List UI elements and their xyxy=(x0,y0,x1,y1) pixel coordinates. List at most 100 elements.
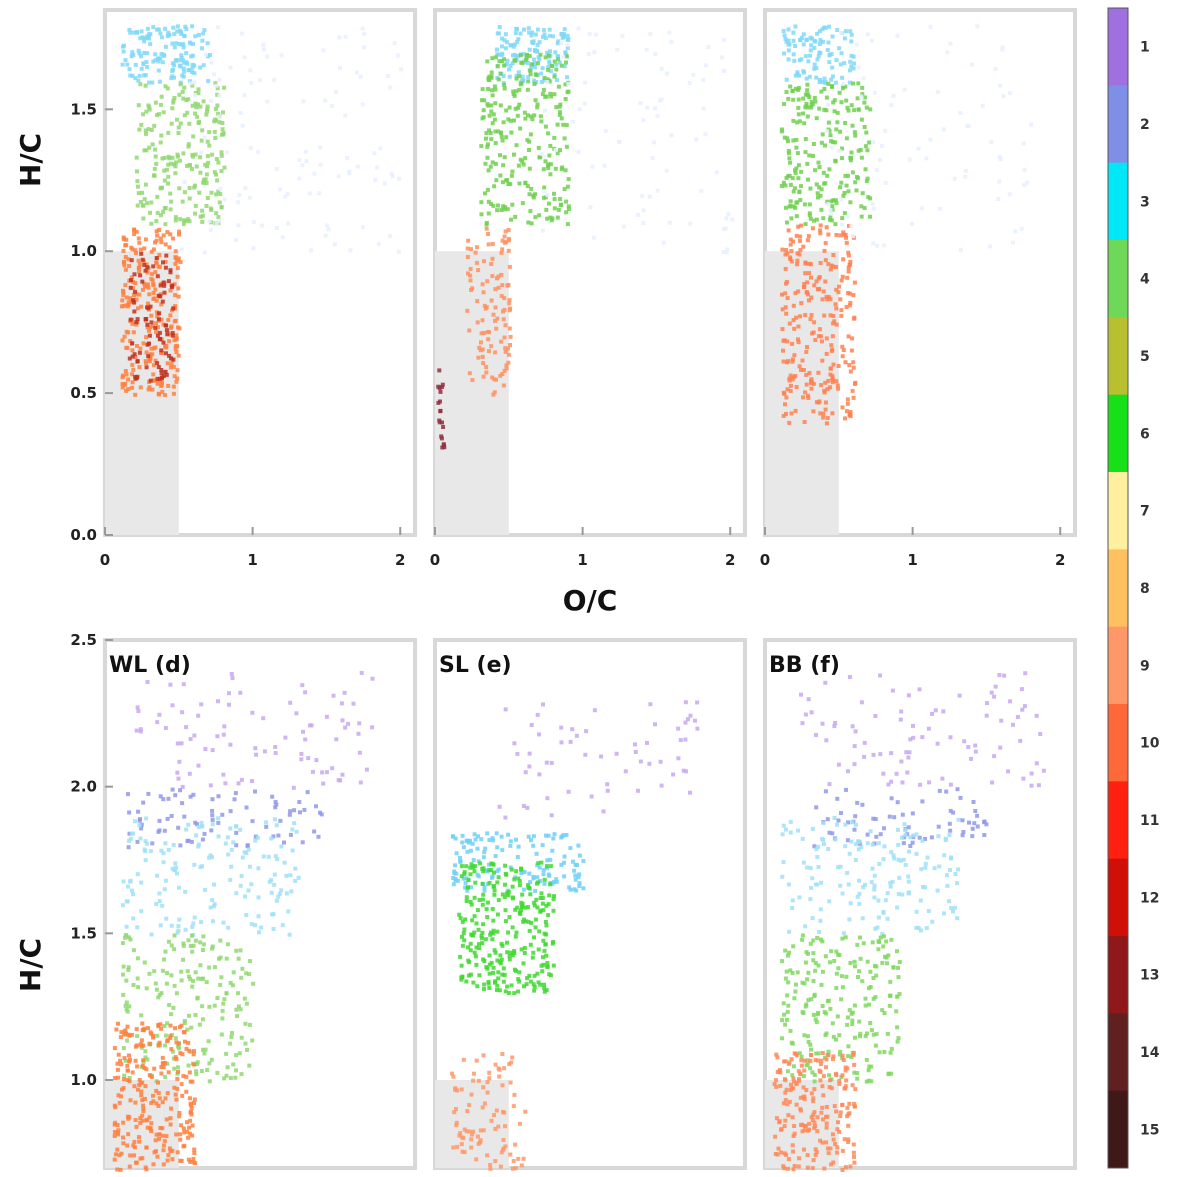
data-point xyxy=(125,1143,130,1148)
data-point xyxy=(791,1167,796,1172)
data-point xyxy=(501,204,506,209)
data-point xyxy=(807,271,812,276)
data-point xyxy=(550,941,555,946)
data-point xyxy=(1002,673,1007,678)
data-point xyxy=(785,1069,790,1074)
data-point xyxy=(467,1129,472,1134)
data-point xyxy=(140,1080,145,1085)
data-point xyxy=(548,864,553,869)
data-point xyxy=(655,188,660,193)
data-point xyxy=(908,835,913,840)
data-point xyxy=(522,110,527,115)
data-point xyxy=(486,87,491,91)
data-point xyxy=(159,384,164,389)
data-point xyxy=(818,918,823,923)
data-point xyxy=(874,964,879,969)
data-point xyxy=(1034,713,1039,718)
data-point xyxy=(838,185,843,190)
data-point xyxy=(489,861,494,866)
data-point xyxy=(951,810,956,815)
data-point xyxy=(480,902,485,907)
data-point xyxy=(1029,122,1034,127)
data-point xyxy=(228,1041,233,1046)
data-point xyxy=(285,191,290,196)
data-point xyxy=(171,236,175,241)
data-point xyxy=(515,27,519,32)
data-point xyxy=(163,259,168,264)
data-point xyxy=(835,120,840,125)
data-point xyxy=(155,233,160,238)
data-point xyxy=(373,177,378,182)
data-point xyxy=(468,865,473,870)
data-point xyxy=(212,904,216,909)
data-point xyxy=(178,843,183,848)
data-point xyxy=(183,927,188,932)
data-point xyxy=(162,155,167,160)
data-point xyxy=(803,390,808,395)
data-point xyxy=(471,865,476,870)
data-point xyxy=(132,227,137,232)
data-point xyxy=(783,948,788,953)
data-point xyxy=(519,947,524,952)
data-point xyxy=(193,970,198,975)
data-point xyxy=(134,1124,139,1129)
data-point xyxy=(167,353,172,358)
data-point xyxy=(348,248,353,253)
data-point xyxy=(833,837,838,842)
data-point xyxy=(460,919,465,924)
data-point xyxy=(535,27,540,32)
data-point xyxy=(153,287,158,292)
data-point xyxy=(536,55,541,60)
data-point xyxy=(506,346,510,351)
data-point xyxy=(439,434,444,439)
data-point xyxy=(824,421,829,426)
data-point xyxy=(174,336,179,341)
data-point xyxy=(165,230,170,235)
data-point xyxy=(144,350,149,355)
data-point xyxy=(155,314,160,319)
data-point xyxy=(547,33,552,38)
data-point xyxy=(899,759,904,764)
data-point xyxy=(492,888,497,893)
data-point xyxy=(543,94,548,99)
data-point xyxy=(557,104,562,109)
data-point xyxy=(116,1021,120,1026)
data-point xyxy=(811,938,816,943)
data-point xyxy=(163,323,168,328)
colorbar-label: 10 xyxy=(1140,736,1160,752)
data-point xyxy=(836,865,841,870)
y-tick-label: 1.0 xyxy=(70,1071,97,1089)
data-point xyxy=(944,789,949,794)
data-point xyxy=(973,749,978,754)
data-point xyxy=(178,1051,183,1056)
data-point xyxy=(855,894,860,899)
data-point xyxy=(781,29,786,33)
data-point xyxy=(898,717,903,722)
data-point xyxy=(552,92,557,97)
data-point xyxy=(199,150,204,155)
data-point xyxy=(846,253,851,258)
data-point xyxy=(226,852,231,857)
data-point xyxy=(132,1153,137,1158)
data-point xyxy=(833,140,838,145)
data-point xyxy=(151,372,156,377)
data-point xyxy=(840,222,845,227)
data-point xyxy=(142,39,147,44)
data-point xyxy=(796,1079,801,1083)
data-point xyxy=(507,915,512,920)
data-point xyxy=(472,869,477,874)
data-point xyxy=(287,812,292,817)
data-point xyxy=(200,128,205,133)
scatter-series xyxy=(780,933,902,1084)
data-point xyxy=(539,119,544,124)
data-point xyxy=(535,863,540,868)
data-point xyxy=(521,919,526,924)
data-point xyxy=(789,249,794,253)
data-point xyxy=(519,867,524,872)
data-point xyxy=(180,1093,185,1098)
data-point xyxy=(815,57,820,62)
data-point xyxy=(570,119,575,124)
data-point xyxy=(800,721,805,726)
data-point xyxy=(919,206,924,211)
data-point xyxy=(142,281,147,286)
